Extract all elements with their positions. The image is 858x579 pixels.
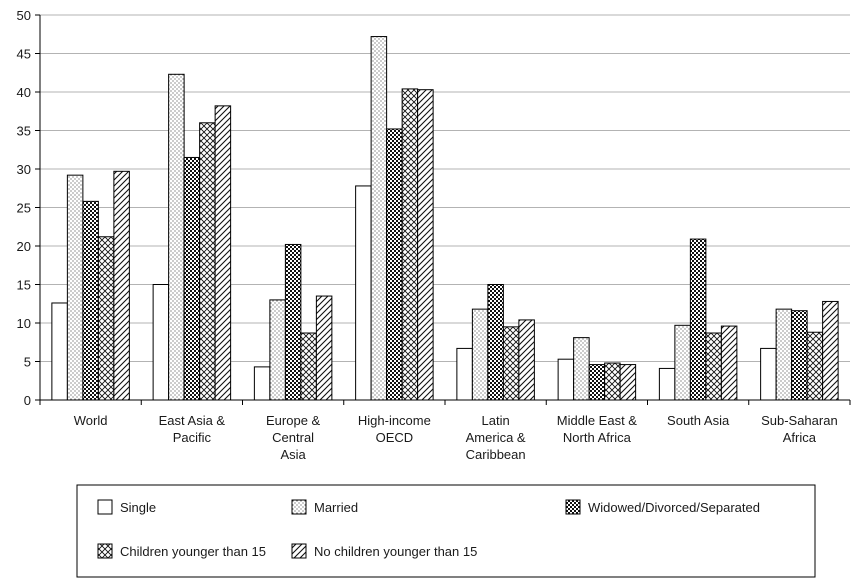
y-axis: 0 5 10 15 20 25 30 35 40 45 50 bbox=[17, 8, 41, 408]
bar-dots-1 bbox=[168, 73, 185, 401]
x-category-label: East Asia & Pacific bbox=[159, 413, 226, 445]
x-category-label: Sub-Saharan Africa bbox=[761, 413, 838, 445]
legend-swatch-dots bbox=[291, 499, 307, 515]
bar-dots-3 bbox=[370, 36, 388, 401]
bar-checks-3 bbox=[386, 128, 403, 401]
x-category-label: World bbox=[74, 413, 108, 428]
bar-diagonal-4 bbox=[518, 319, 535, 401]
x-category-label: Middle East & North Africa bbox=[557, 413, 638, 445]
bar-dots-6 bbox=[674, 324, 691, 401]
bar-blank-5 bbox=[557, 358, 575, 401]
bar-dots-5 bbox=[573, 337, 590, 401]
bar-checks-0 bbox=[82, 200, 99, 401]
y-tick-label: 0 bbox=[24, 393, 31, 408]
bar-checks-5 bbox=[588, 364, 606, 401]
y-tick-label: 25 bbox=[17, 201, 31, 216]
bar-blank-0 bbox=[51, 302, 68, 401]
bar-crosshatch-7 bbox=[806, 331, 824, 401]
bar-dots-4 bbox=[471, 308, 489, 401]
x-category-label: Latin America & Caribbean bbox=[466, 413, 526, 462]
bar-checks-1 bbox=[183, 156, 201, 401]
bar-crosshatch-1 bbox=[199, 122, 216, 401]
legend-swatch-checks bbox=[565, 499, 581, 515]
legend-label: Children younger than 15 bbox=[120, 544, 266, 559]
bar-dots-0 bbox=[66, 174, 84, 401]
bar-blank-7 bbox=[760, 347, 777, 401]
bar-crosshatch-2 bbox=[300, 332, 317, 401]
y-tick-label: 30 bbox=[17, 162, 31, 177]
legend-box bbox=[76, 484, 816, 578]
y-tick-label: 5 bbox=[24, 355, 31, 370]
bar-crosshatch-0 bbox=[97, 236, 115, 401]
bar-dots-2 bbox=[269, 299, 286, 401]
legend-label: Married bbox=[314, 500, 358, 515]
bar-diagonal-6 bbox=[720, 325, 738, 401]
legend-label: No children younger than 15 bbox=[314, 544, 477, 559]
bar-checks-2 bbox=[284, 243, 302, 401]
y-tick-label: 10 bbox=[17, 316, 31, 331]
y-tick-label: 45 bbox=[17, 47, 31, 62]
bar-diagonal-5 bbox=[619, 364, 637, 401]
legend-swatch-crosshatch bbox=[97, 543, 113, 559]
bar-diagonal-2 bbox=[315, 295, 333, 401]
x-axis: World East Asia & Pacific Europe & Central As… bbox=[39, 399, 851, 462]
bar-dots-7 bbox=[775, 308, 793, 401]
bar-blank-4 bbox=[456, 347, 473, 401]
bar-crosshatch-5 bbox=[604, 362, 621, 401]
bar-blank-6 bbox=[658, 367, 676, 401]
y-tick-label: 50 bbox=[17, 8, 31, 23]
bar-diagonal-1 bbox=[214, 105, 232, 401]
x-category-label: South Asia bbox=[667, 413, 730, 428]
bar-checks-4 bbox=[487, 284, 504, 401]
legend-label: Widowed/Divorced/Separated bbox=[588, 500, 760, 515]
bar-crosshatch-6 bbox=[705, 332, 722, 401]
bar-checks-6 bbox=[689, 238, 707, 401]
y-tick-label: 35 bbox=[17, 124, 31, 139]
y-tick-label: 20 bbox=[17, 239, 31, 254]
legend: Single Married Widowed/Divorced/Separated C… bbox=[76, 484, 816, 578]
bar-crosshatch-3 bbox=[401, 88, 419, 401]
y-tick-label: 40 bbox=[17, 85, 31, 100]
bar-diagonal-0 bbox=[113, 170, 130, 401]
bar-diagonal-7 bbox=[822, 300, 839, 401]
bar-blank-1 bbox=[152, 284, 170, 401]
x-category-label: Europe & Central Asia bbox=[266, 413, 321, 462]
y-tick-label: 15 bbox=[17, 278, 31, 293]
bar-blank-2 bbox=[253, 366, 271, 401]
legend-label: Single bbox=[120, 500, 156, 515]
bar-series-group bbox=[51, 36, 839, 401]
x-category-label: High-income OECD bbox=[358, 413, 431, 445]
bar-diagonal-3 bbox=[417, 89, 434, 401]
legend-swatch-blank bbox=[97, 499, 113, 515]
bar-blank-3 bbox=[355, 185, 372, 401]
legend-swatch-diagonal bbox=[291, 543, 307, 559]
bar-checks-7 bbox=[791, 310, 808, 401]
bar-crosshatch-4 bbox=[502, 326, 520, 401]
